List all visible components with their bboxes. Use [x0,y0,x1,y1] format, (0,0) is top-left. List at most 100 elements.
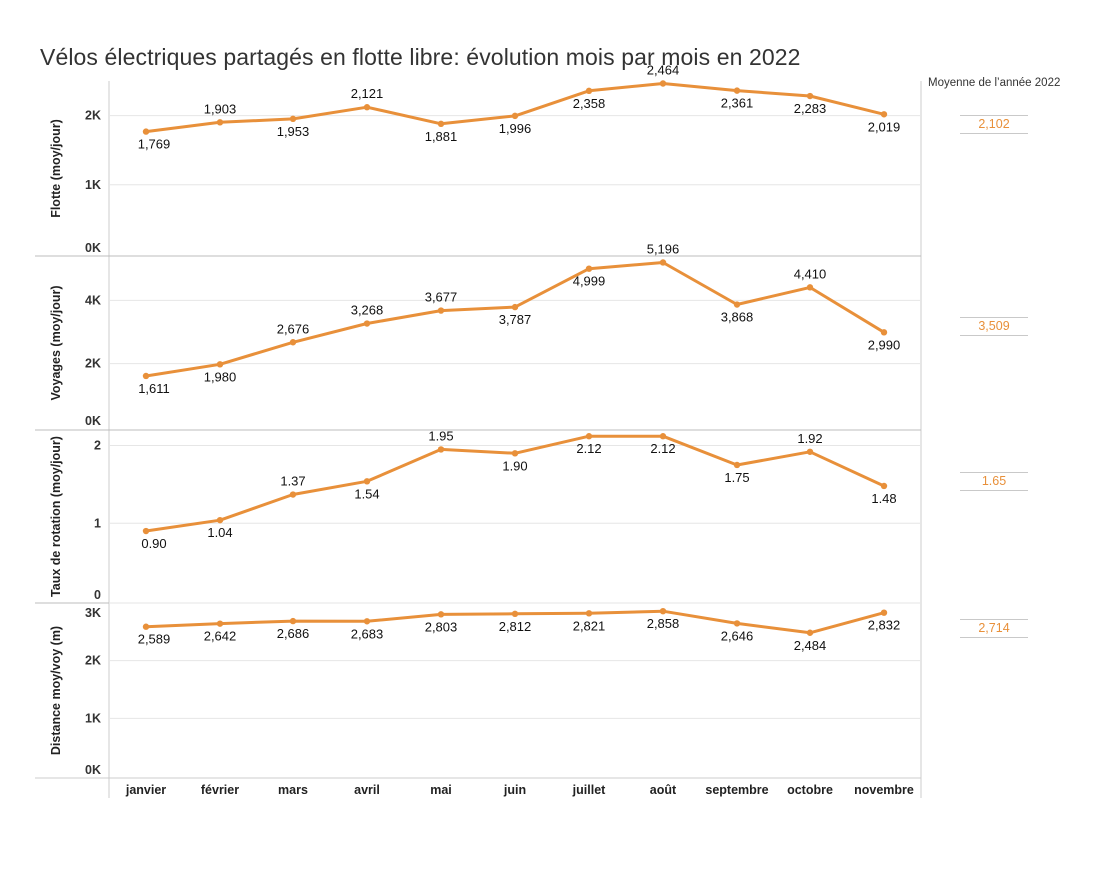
data-label: 1,980 [204,369,237,384]
data-label: 1,769 [138,137,171,152]
data-point [880,111,888,118]
y-tick-label: 0K [85,241,101,255]
y-tick-label: 4K [85,293,101,307]
data-label: 1,903 [204,101,237,116]
data-label: 2,803 [425,619,458,634]
data-point [806,448,814,455]
data-label: 1.54 [354,486,379,501]
data-label: 2,858 [647,616,680,631]
data-point [659,80,667,87]
data-label: 1.90 [502,458,527,473]
data-label: 2,990 [868,337,901,352]
data-label: 2,361 [721,96,754,111]
data-label: 2,646 [721,628,754,643]
data-point [289,491,297,498]
data-point [511,450,519,457]
y-tick-label: 2K [85,654,101,668]
average-header: Moyenne de l’année 2022 [928,77,1061,89]
data-label: 2.12 [650,441,675,456]
y-tick-label: 1 [94,516,101,530]
data-point [511,610,519,618]
y-tick-label: 0K [85,414,101,428]
y-tick-label: 0K [85,763,101,777]
data-point [437,446,445,453]
data-point [659,259,667,266]
data-label: 2,019 [868,119,901,134]
data-point [216,361,224,368]
data-point [659,607,667,615]
data-point [142,623,150,630]
data-label: 1.95 [428,428,453,443]
data-label: 2,642 [204,629,237,644]
y-axis-title: Flotte (moy/jour) [49,119,63,218]
x-tick-label: février [201,783,239,797]
data-label: 2,683 [351,626,384,641]
average-value-rotation: 1.65 [960,472,1028,491]
y-tick-label: 0 [94,588,101,602]
panel-rotation: 0 1 2 Taux de rotation (moy/jour) 0.90 1.04 1.… [35,428,921,602]
x-tick-label: octobre [787,783,833,797]
data-label: 1.04 [207,525,232,540]
x-tick-label: janvier [125,783,166,797]
y-tick-label: 2K [85,109,101,123]
data-label: 2,464 [647,62,680,77]
data-label: 2,121 [351,86,384,101]
data-point [363,320,371,327]
data-point [585,433,593,440]
data-point [437,307,445,314]
data-label: 4,410 [794,266,827,281]
x-tick-label: juin [503,783,526,797]
data-label: 2,832 [868,618,901,633]
data-point [289,115,297,123]
data-point [437,611,445,618]
data-point [511,112,519,120]
x-tick-label: septembre [705,783,768,797]
data-point [363,618,371,625]
data-label: 1.48 [871,491,896,506]
data-point [806,92,814,100]
data-point [806,284,814,291]
data-label: 3,268 [351,303,384,318]
data-label: 0.90 [141,536,166,551]
data-point [142,372,150,380]
data-point [289,617,297,625]
data-point [880,482,888,490]
data-label: 5,196 [647,241,680,256]
x-tick-label: août [650,783,677,797]
average-value-distance: 2,714 [960,619,1028,638]
data-label: 1.37 [280,474,305,489]
chart-title: Vélos électriques partagés en flotte lib… [40,44,801,70]
data-label: 2.12 [576,441,601,456]
x-tick-label: mai [430,783,452,797]
data-label: 1,611 [138,381,170,396]
y-tick-label: 2 [94,439,101,453]
data-label: 3,787 [499,312,532,327]
data-point [659,433,667,440]
data-point [733,301,741,308]
data-point [142,128,150,135]
data-point [733,461,741,469]
data-point [806,629,814,636]
data-label: 2,812 [499,619,532,634]
y-tick-label: 3K [85,606,101,620]
data-point [880,609,888,616]
data-point [733,87,741,94]
x-tick-label: novembre [854,783,914,797]
y-axis-title: Voyages (moy/jour) [49,285,63,400]
data-label: 2,821 [573,618,606,633]
x-tick-label: juillet [572,783,606,797]
data-label: 1,881 [425,129,458,144]
data-point [733,620,741,627]
data-label: 2,686 [277,626,310,641]
panel-flotte: 0K 1K 2K Flotte (moy/jour) 1,769 1,903 1,953 2,… [49,62,921,255]
y-axis-title: Distance moy/voy (m) [49,626,63,755]
data-label: 2,283 [794,101,827,116]
y-tick-label: 1K [85,711,101,725]
data-point [216,119,224,126]
data-point [216,516,224,524]
data-label: 4,999 [573,274,606,289]
data-label: 2,589 [138,632,171,647]
data-label: 2,484 [794,638,827,653]
average-value-flotte: 2,102 [960,115,1028,134]
